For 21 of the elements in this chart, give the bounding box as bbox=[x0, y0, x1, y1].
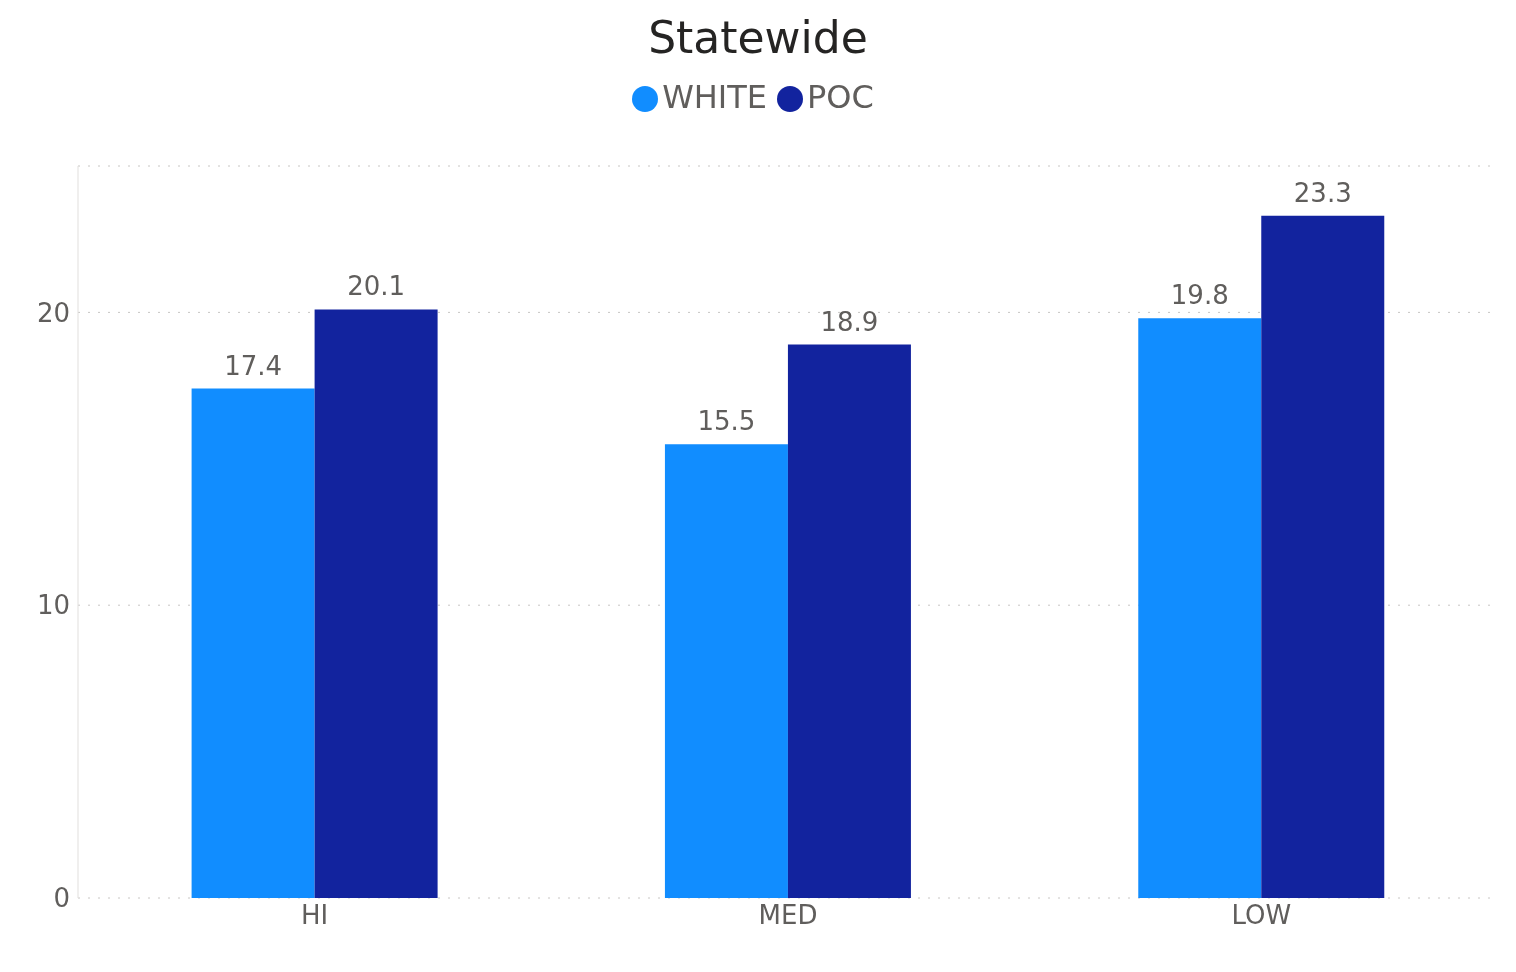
legend-label: POC bbox=[807, 78, 874, 116]
data-label: 23.3 bbox=[1293, 177, 1352, 208]
data-label: 19.8 bbox=[1170, 280, 1229, 311]
data-label: 18.9 bbox=[820, 306, 879, 337]
bar bbox=[1261, 215, 1385, 898]
data-label: 20.1 bbox=[347, 271, 406, 302]
x-tick-label: HI bbox=[301, 900, 329, 931]
bar bbox=[314, 309, 438, 898]
y-tick-label: 0 bbox=[53, 883, 70, 914]
x-tick-label: LOW bbox=[1231, 900, 1292, 931]
y-tick-label: 10 bbox=[36, 590, 70, 621]
legend-label: WHITE bbox=[662, 78, 768, 116]
bar bbox=[1138, 318, 1262, 898]
data-label: 15.5 bbox=[697, 406, 756, 437]
chart-title: Statewide bbox=[647, 11, 869, 65]
y-tick-label: 20 bbox=[36, 297, 70, 328]
x-tick-label: MED bbox=[758, 900, 818, 931]
bar bbox=[787, 344, 911, 898]
bar bbox=[664, 444, 788, 898]
data-label: 17.4 bbox=[224, 350, 283, 381]
bar bbox=[191, 388, 315, 898]
